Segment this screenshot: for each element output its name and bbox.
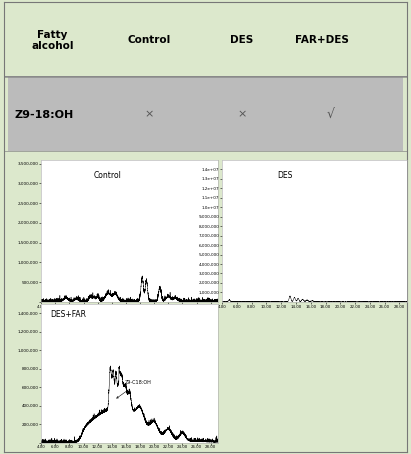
Text: ×: ×: [237, 109, 247, 120]
Text: Z9-C18:OH: Z9-C18:OH: [117, 380, 151, 398]
Text: Fatty
alcohol: Fatty alcohol: [31, 30, 74, 51]
Text: Control: Control: [127, 35, 171, 45]
Text: ×: ×: [144, 109, 154, 120]
Text: √: √: [326, 108, 335, 121]
Text: DES+FAR: DES+FAR: [50, 310, 86, 319]
Text: Control: Control: [94, 171, 122, 180]
Text: Z9-18:OH: Z9-18:OH: [15, 109, 74, 120]
Text: FAR+DES: FAR+DES: [296, 35, 349, 45]
Text: DES: DES: [230, 35, 253, 45]
Text: DES: DES: [277, 171, 293, 180]
X-axis label: Time -->: Time -->: [119, 310, 140, 315]
FancyBboxPatch shape: [8, 77, 403, 152]
